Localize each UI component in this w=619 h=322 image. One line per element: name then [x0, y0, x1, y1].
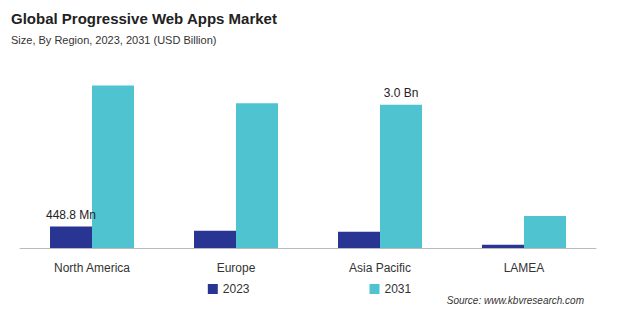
- svg-text:3.0 Bn: 3.0 Bn: [384, 86, 419, 100]
- svg-text:North America: North America: [54, 261, 130, 275]
- svg-text:448.8 Mn: 448.8 Mn: [46, 208, 96, 222]
- svg-text:Size, By Region, 2023, 2031 (U: Size, By Region, 2023, 2031 (USD Billion…: [11, 34, 216, 46]
- svg-text:Source: www.kbvresearch.com: Source: www.kbvresearch.com: [447, 295, 584, 306]
- svg-text:LAMEA: LAMEA: [504, 261, 545, 275]
- svg-text:Asia Pacific: Asia Pacific: [349, 261, 411, 275]
- svg-text:2031: 2031: [385, 282, 412, 296]
- svg-text:Global Progressive Web Apps Ma: Global Progressive Web Apps Market: [11, 10, 277, 27]
- svg-text:Europe: Europe: [217, 261, 256, 275]
- svg-text:2023: 2023: [223, 282, 250, 296]
